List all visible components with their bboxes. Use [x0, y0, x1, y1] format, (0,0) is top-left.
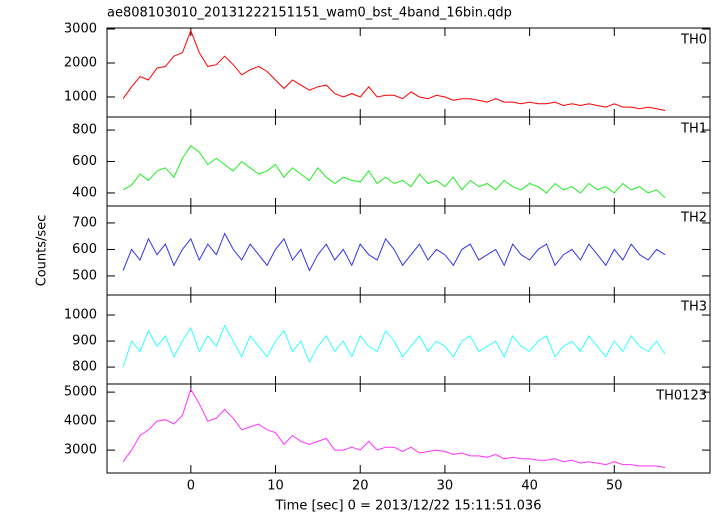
x-tick-label: 20 — [352, 479, 369, 494]
panel-frame — [106, 383, 711, 474]
panel-frame — [106, 205, 711, 296]
y-tick-label: 5000 — [64, 385, 97, 400]
light-curve — [122, 29, 666, 111]
x-tick-label: 50 — [606, 479, 623, 494]
panel-label: TH3 — [680, 300, 707, 315]
y-tick-label: 800 — [72, 123, 97, 138]
x-tick-label: 40 — [521, 479, 538, 494]
y-tick-label: 900 — [72, 334, 97, 349]
y-tick-label: 4000 — [64, 414, 97, 429]
y-tick-label: 1000 — [64, 308, 97, 323]
x-axis-label: Time [sec] 0 = 2013/12/22 15:11:51.036 — [275, 499, 542, 514]
chart-title: ae808103010_20131222151151_wam0_bst_4ban… — [107, 6, 512, 21]
light-curve — [122, 324, 666, 368]
y-tick-label: 400 — [72, 185, 97, 200]
y-axis-label: Counts/sec — [35, 215, 50, 287]
panel-label: TH0123 — [655, 389, 707, 404]
panel-frame — [106, 116, 711, 207]
panel-frame — [106, 294, 711, 385]
light-curve — [122, 145, 666, 199]
light-curve — [122, 232, 666, 272]
panel-label: TH2 — [680, 211, 707, 226]
y-tick-label: 1000 — [64, 89, 97, 104]
light-curve — [122, 387, 666, 468]
panel-frame — [106, 27, 711, 118]
y-tick-label: 2000 — [64, 55, 97, 70]
y-tick-label: 800 — [72, 360, 97, 375]
panel-label: TH1 — [680, 122, 707, 137]
x-tick-label: 10 — [267, 479, 284, 494]
y-tick-label: 3000 — [64, 22, 97, 37]
y-tick-label: 500 — [72, 268, 97, 283]
panel-label: TH0 — [680, 33, 707, 48]
y-tick-label: 3000 — [64, 443, 97, 458]
y-tick-label: 700 — [72, 215, 97, 230]
y-tick-label: 600 — [72, 242, 97, 257]
x-tick-label: 30 — [437, 479, 454, 494]
y-tick-label: 600 — [72, 154, 97, 169]
x-tick-label: 0 — [187, 479, 195, 494]
